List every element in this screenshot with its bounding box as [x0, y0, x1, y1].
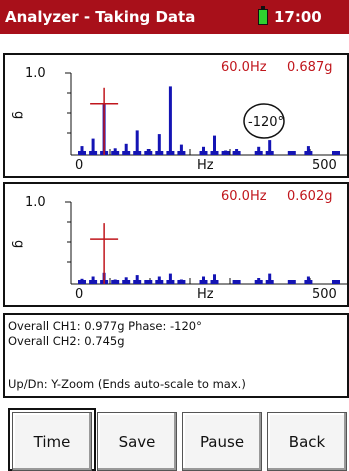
y-ticks: [65, 72, 71, 134]
back-button[interactable]: Back: [267, 412, 347, 471]
y-axis-label: g: [11, 240, 26, 248]
spectrum-svg-ch1: 60.0Hz 0.687g 1.0 g 0 Hz 500 -120°: [11, 60, 347, 173]
y-axis-label: g: [11, 111, 26, 119]
readout-frequency: 60.0Hz: [221, 189, 267, 204]
spectrum-bar: [306, 146, 310, 155]
spectrum-bar: [168, 86, 172, 155]
x-axis-start-label: 0: [75, 158, 83, 173]
x-axis-end-label: 500: [312, 158, 337, 173]
x-axis-label: Hz: [197, 287, 214, 302]
readout-amplitude: 0.687g: [287, 60, 332, 75]
spectrum-bar: [202, 146, 205, 155]
spectrum-bar-base: [122, 151, 131, 155]
spectrum-bar-base: [332, 151, 340, 155]
spectrum-bar-base: [166, 280, 175, 284]
spectrum-bar-base: [332, 280, 340, 284]
spectrum-bar-base: [111, 280, 120, 284]
spectrum-bar-base: [287, 280, 296, 284]
spectrum-bar-base: [232, 280, 241, 284]
spectrum-bar: [179, 144, 183, 155]
spectrum-bar-base: [144, 151, 153, 155]
spectrum-bar-base: [133, 280, 142, 284]
spectrum-bar-base: [89, 280, 98, 284]
spectrum-bars-ch2: [78, 272, 340, 284]
x-axis-label: Hz: [197, 158, 214, 173]
spectrum-plot-ch1[interactable]: 60.0Hz 0.687g 1.0 g 0 Hz 500 -120°: [3, 53, 349, 178]
pause-button[interactable]: Pause: [182, 412, 262, 471]
spectrum-bar-base: [265, 280, 274, 284]
zoom-hint-text: Up/Dn: Y-Zoom (Ends auto-scale to max.): [8, 377, 246, 391]
spectrum-bar-base: [155, 151, 164, 155]
spectrum-bar-base: [155, 280, 164, 284]
spectrum-bar: [135, 130, 139, 155]
spectrum-bar-base: [210, 280, 219, 284]
readout-amplitude: 0.602g: [287, 189, 332, 204]
spectrum-bar: [268, 273, 272, 284]
spectrum-bar: [91, 138, 95, 155]
readout-frequency: 60.0Hz: [221, 60, 267, 75]
spectrum-bar: [213, 135, 216, 155]
cursor-crosshair: [90, 223, 119, 284]
x-axis-end-label: 500: [312, 287, 337, 302]
phase-badge-value: -120°: [248, 115, 284, 130]
spectrum-bar-base: [232, 151, 241, 155]
spectrum-bar: [124, 143, 128, 155]
spectrum-plot-ch2[interactable]: 60.0Hz 0.602g 1.0 g 0 Hz 500: [3, 182, 349, 307]
spectrum-bar: [257, 146, 261, 155]
info-panel: Overall CH1: 0.977g Phase: -120° Overall…: [3, 313, 349, 398]
spectrum-bar-base: [89, 151, 98, 155]
title-bar: Analyzer - Taking Data 17:00: [0, 0, 349, 34]
spectrum-bars-ch1: [78, 86, 340, 155]
spectrum-bar-base: [254, 151, 263, 155]
spectrum-bar: [157, 134, 161, 155]
spectrum-bar-base: [144, 280, 153, 284]
spectrum-bar: [268, 140, 272, 155]
spectrum-bar-base: [177, 151, 186, 155]
overall-ch1-text: Overall CH1: 0.977g Phase: -120°: [8, 319, 202, 333]
spectrum-bar-base: [254, 280, 263, 284]
save-button[interactable]: Save: [97, 412, 177, 471]
spectrum-bar-base: [199, 280, 208, 284]
app-title: Analyzer - Taking Data: [5, 8, 196, 26]
battery-icon: [258, 6, 268, 25]
x-axis-start-label: 0: [75, 287, 83, 302]
spectrum-svg-ch2: 60.0Hz 0.602g 1.0 g 0 Hz 500: [11, 189, 347, 302]
spectrum-bar-base: [122, 280, 131, 284]
spectrum-bar-base: [210, 151, 219, 155]
spectrum-bar-base: [221, 151, 230, 155]
spectrum-bar-base: [78, 280, 86, 284]
spectrum-bar-base: [199, 151, 208, 155]
spectrum-bar-base: [166, 151, 175, 155]
spectrum-bar-base: [177, 280, 186, 284]
y-tick-label: 1.0: [25, 66, 46, 81]
spectrum-bar-base: [304, 151, 313, 155]
time-button[interactable]: Time: [12, 412, 92, 471]
spectrum-bar: [168, 273, 172, 284]
spectrum-bar-base: [78, 151, 86, 155]
spectrum-bar-base: [111, 151, 120, 155]
spectrum-bar-base: [265, 151, 274, 155]
spectrum-bar-base: [304, 280, 313, 284]
cursor-crosshair: [90, 87, 119, 155]
y-tick-label: 1.0: [25, 195, 46, 210]
spectrum-bar: [135, 275, 139, 284]
spectrum-bar: [80, 146, 84, 155]
phase-badge-circle: [243, 103, 285, 139]
overall-ch2-text: Overall CH2: 0.745g: [8, 334, 125, 348]
spectrum-bar-base: [287, 151, 296, 155]
y-ticks: [65, 201, 71, 263]
spectrum-bar: [213, 274, 216, 284]
clock: 17:00: [274, 8, 322, 26]
spectrum-bar-base: [133, 151, 142, 155]
